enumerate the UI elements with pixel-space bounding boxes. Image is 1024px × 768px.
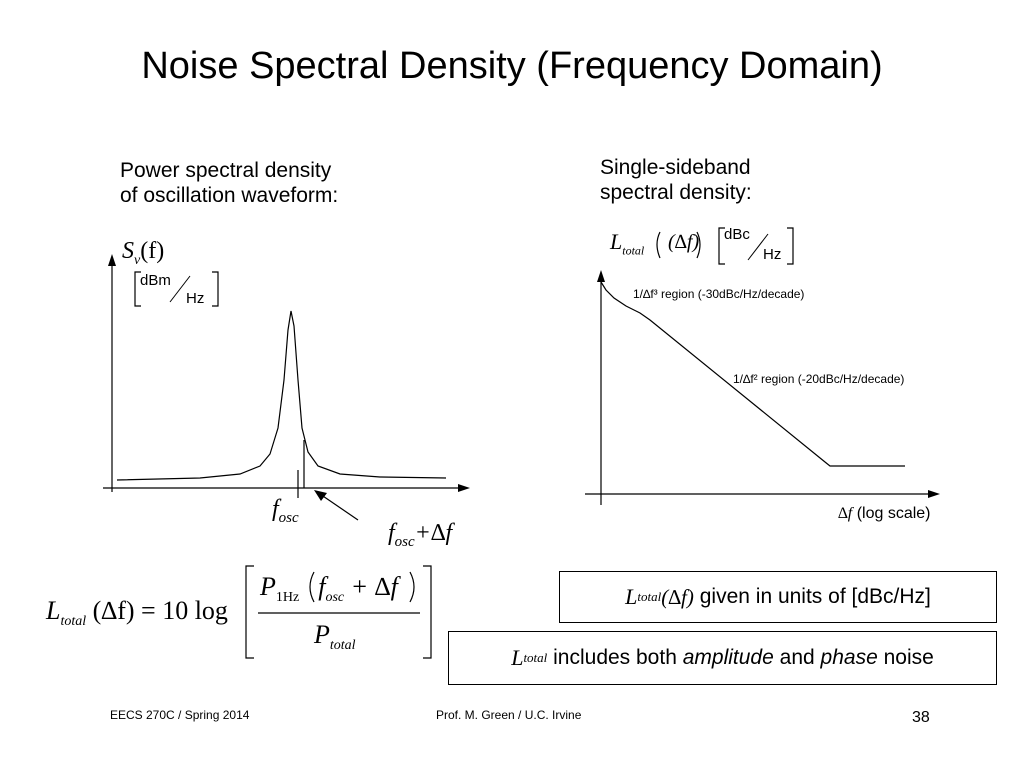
right-y-arrow [597,270,605,282]
box1-arg: (∆f) [661,584,694,609]
left-ylabel-main: S [122,238,134,264]
box1-text: given in units of [dBc/Hz] [699,585,931,608]
eq-den-main: P [314,620,330,649]
ssb-curve [600,281,905,467]
right-xlabel-text: (log scale) [856,505,931,522]
right-caption: Single-sideband spectral density: [600,155,752,205]
pointer-line [319,493,359,521]
box2-text3: noise [883,646,934,669]
right-x-arrow [928,490,940,498]
eq-numerator: P1Hz fosc + ∆f [260,572,398,606]
psd-curve [116,310,447,481]
fosc-delta-label: fosc+∆f [388,520,452,551]
equation-lhs: Ltotal (∆f) = 10 log [46,596,228,630]
box2-sub: total [523,650,548,665]
eq-paren-close [409,571,415,603]
eq-lhs-sub: total [60,614,87,630]
fosc-delta-sub: osc [394,533,415,550]
box2-text1: includes both [553,646,677,669]
right-unit-num: dBc [724,226,750,243]
left-caption: Power spectral density of oscillation wa… [120,158,338,208]
left-caption-line2: of oscillation waveform: [120,184,339,207]
left-unit-num: dBm [140,272,171,289]
page-number: 38 [912,709,930,726]
box1-main: L [625,584,638,609]
left-ylabel: Sv(f) [122,238,164,269]
right-arg-paren-open [656,231,661,259]
eq-bracket-open [245,565,254,659]
fosc-delta-tail: +∆f [414,520,453,546]
right-unit-den: Hz [763,246,782,263]
left-unit-slash [169,275,191,303]
eq-num-arg-main: f [318,572,326,601]
left-ylabel-arg: (f) [140,238,165,264]
region2-label: 1/∆f² region (-20dBc/Hz/decade) [733,372,905,386]
eq-equals: = 10 log [141,596,228,625]
box1-sub: total [637,589,662,604]
eq-paren-open [309,571,315,603]
eq-lhs-main: L [46,596,61,625]
left-y-arrow [108,254,116,266]
slide-title: Noise Spectral Density (Frequency Domain… [141,45,883,87]
eq-denominator: Ptotal [314,620,356,654]
right-unit-bracket-open [718,227,725,265]
fosc-delta-main: f [388,520,395,546]
box2-word1: amplitude [682,646,774,669]
region1-label: 1/∆f³ region (-30dBc/Hz/decade) [633,287,805,301]
eq-bracket-close [423,565,432,659]
footer-course: EECS 270C / Spring 2014 [110,708,250,722]
eq-lhs-arg: (∆f) [92,596,135,625]
pointer-arrowhead [314,490,327,501]
eq-den-sub: total [329,638,356,654]
eq-num-arg-sub: osc [325,590,345,606]
right-ylabel-sub: total [622,243,645,258]
left-unit-den: Hz [186,290,205,307]
right-caption-line2: spectral density: [600,181,752,204]
box2-text2: and [779,646,815,669]
right-xlabel: ∆f (log scale) [838,505,931,523]
right-arg-paren-close [696,231,701,259]
eq-num-main: P [260,572,276,601]
right-unit-slash [747,233,769,261]
eq-num-arg-tail: + ∆f [350,572,398,601]
right-caption-line1: Single-sideband [600,156,751,179]
fosc-label-main: f [272,496,279,522]
right-unit-bracket-close [787,227,794,265]
right-xlabel-symbol: ∆f [838,505,853,522]
fosc-label-sub: osc [278,509,299,526]
fosc-label: fosc [272,496,299,527]
left-unit-bracket-open [134,271,141,307]
right-ylabel-main: L [610,229,623,254]
right-ylabel-arg: (∆f) [668,231,700,253]
box2-main: L [511,645,524,670]
left-caption-line1: Power spectral density [120,159,332,182]
left-ylabel-sub: v [134,252,141,268]
left-unit-bracket-close [212,271,219,307]
footer-author: Prof. M. Green / U.C. Irvine [436,708,582,722]
eq-num-sub: 1Hz [275,590,300,606]
right-ylabel: Ltotal [610,229,644,258]
box2-word2: phase [820,646,878,669]
left-x-arrow [458,484,470,492]
